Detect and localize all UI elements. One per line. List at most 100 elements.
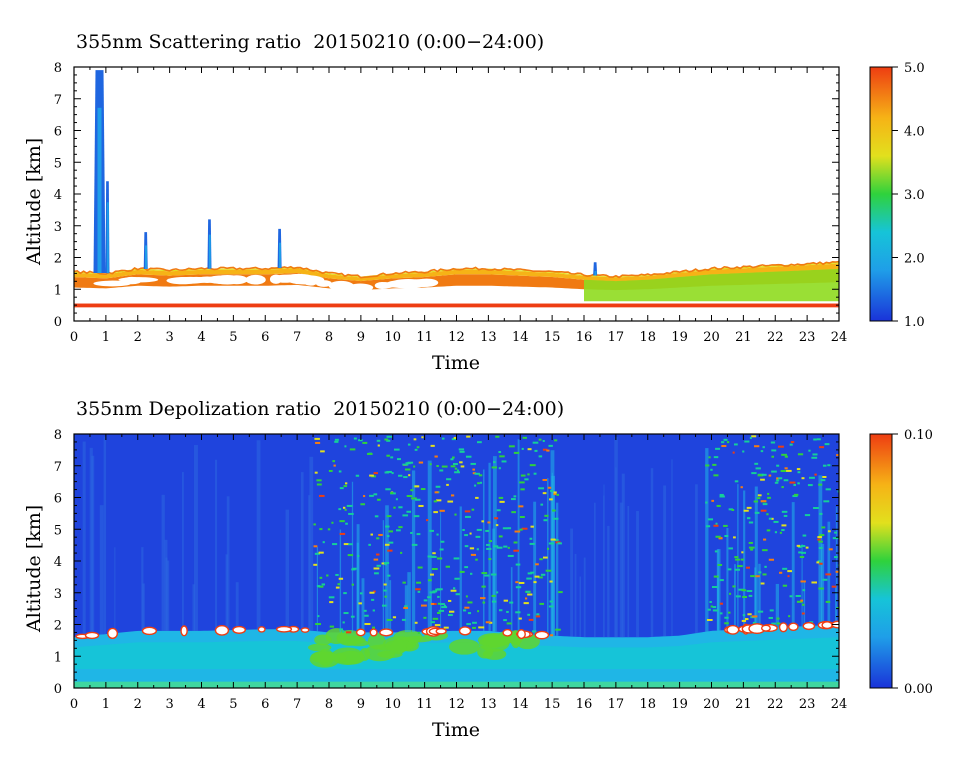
depol-green-patch <box>448 638 480 655</box>
depol-speckle <box>410 531 413 534</box>
x-tick-label: 13 <box>480 330 497 345</box>
x-tick-label: 5 <box>229 330 237 345</box>
depol-speckle <box>708 456 711 459</box>
depol-speckle <box>710 468 713 471</box>
depol-speckle <box>346 504 353 507</box>
depol-speckle <box>423 616 427 619</box>
depol-speckle <box>529 542 535 545</box>
depol-speckle <box>464 606 470 609</box>
depol-speckle <box>534 575 540 578</box>
scattering-saturated-blob <box>218 277 256 283</box>
depol-green-patch <box>359 647 371 661</box>
x-tick-label: 5 <box>229 697 237 712</box>
depol-speckle <box>370 533 373 536</box>
colorbar-tick-label: 5.0 <box>904 61 925 76</box>
depol-speckle <box>352 567 357 570</box>
depol-speckle <box>546 449 550 452</box>
depol-speckle <box>809 476 815 479</box>
depol-speckle <box>496 509 501 512</box>
top-colorbar: 1.0 2.0 3.0 4.0 5.0 <box>869 61 925 330</box>
depol-streak <box>775 583 779 628</box>
depol-speckle <box>832 537 839 540</box>
depol-speckle <box>767 492 770 495</box>
depol-speckle <box>401 618 406 621</box>
depol-speckle <box>795 595 801 598</box>
depol-speckle <box>416 581 422 584</box>
depol-speckle <box>542 556 548 559</box>
depol-speckle <box>789 443 793 446</box>
depol-speckle <box>784 455 788 458</box>
depol-speckle <box>420 488 426 491</box>
depol-speckle <box>348 543 353 546</box>
depol-speckle <box>363 609 367 612</box>
depol-speckle <box>335 586 340 589</box>
depol-speckle <box>498 467 501 470</box>
depol-speckle <box>816 438 821 441</box>
depol-streak <box>671 459 673 637</box>
depol-speckle <box>471 508 475 511</box>
y-tick-label: 1 <box>54 650 62 665</box>
depol-speckle <box>373 558 379 561</box>
depol-speckle <box>757 474 764 477</box>
depol-speckle <box>423 599 428 602</box>
depol-speckle <box>353 437 357 440</box>
depol-speckle <box>440 540 445 543</box>
depol-speckle <box>474 472 480 475</box>
depol-speckle <box>705 464 710 467</box>
depol-speckle <box>757 494 762 497</box>
depol-speckle <box>710 605 713 608</box>
depol-speckle <box>467 601 473 604</box>
depol-speckle <box>488 540 493 543</box>
depol-speckle <box>796 600 803 603</box>
depol-streak <box>650 468 654 638</box>
depol-speckle <box>429 529 434 532</box>
y-tick-label: 7 <box>54 93 62 108</box>
depol-streak <box>488 462 491 631</box>
scattering-saturated-blob <box>399 280 433 287</box>
x-tick-label: 17 <box>608 697 625 712</box>
depol-contour-blob <box>180 625 188 637</box>
depol-speckle <box>771 449 777 452</box>
depol-streak <box>594 502 596 638</box>
scattering-surface-layer <box>74 303 839 308</box>
depol-contour-blob <box>355 628 366 637</box>
depol-speckle <box>414 485 420 488</box>
depol-streak <box>482 469 485 631</box>
depol-speckle <box>709 601 712 604</box>
depol-speckle <box>408 474 411 477</box>
depol-speckle <box>549 580 553 583</box>
depol-speckle <box>761 473 767 476</box>
depol-speckle <box>383 583 387 586</box>
depol-speckle <box>333 464 336 467</box>
depol-speckle <box>822 475 827 478</box>
y-tick-label: 1 <box>54 283 62 298</box>
depol-speckle <box>793 483 796 486</box>
depol-streak <box>493 456 497 632</box>
depol-speckle <box>343 485 348 488</box>
depol-speckle <box>339 532 346 535</box>
depol-speckle <box>386 439 391 442</box>
depol-speckle <box>542 439 545 442</box>
depol-speckle <box>746 517 751 520</box>
depol-streak <box>385 505 389 633</box>
depol-contour-blob <box>257 626 266 633</box>
scattering-saturated-blob <box>173 277 211 283</box>
depol-speckle <box>458 448 465 451</box>
depol-speckle <box>785 469 792 472</box>
depol-speckle <box>734 480 739 483</box>
depol-speckle <box>369 494 374 497</box>
depol-speckle <box>395 529 401 532</box>
depol-speckle <box>783 514 788 517</box>
depol-speckle <box>801 477 805 480</box>
depol-speckle <box>480 597 486 600</box>
depol-speckle <box>377 444 380 447</box>
depol-streak <box>510 567 513 634</box>
depol-speckle <box>464 510 471 513</box>
depol-speckle <box>525 590 530 593</box>
depol-speckle <box>322 541 325 544</box>
depol-speckle <box>773 520 779 523</box>
depol-speckle <box>819 446 825 449</box>
depol-speckle <box>485 621 491 624</box>
depol-speckle <box>554 439 558 442</box>
depol-speckle <box>414 621 418 624</box>
